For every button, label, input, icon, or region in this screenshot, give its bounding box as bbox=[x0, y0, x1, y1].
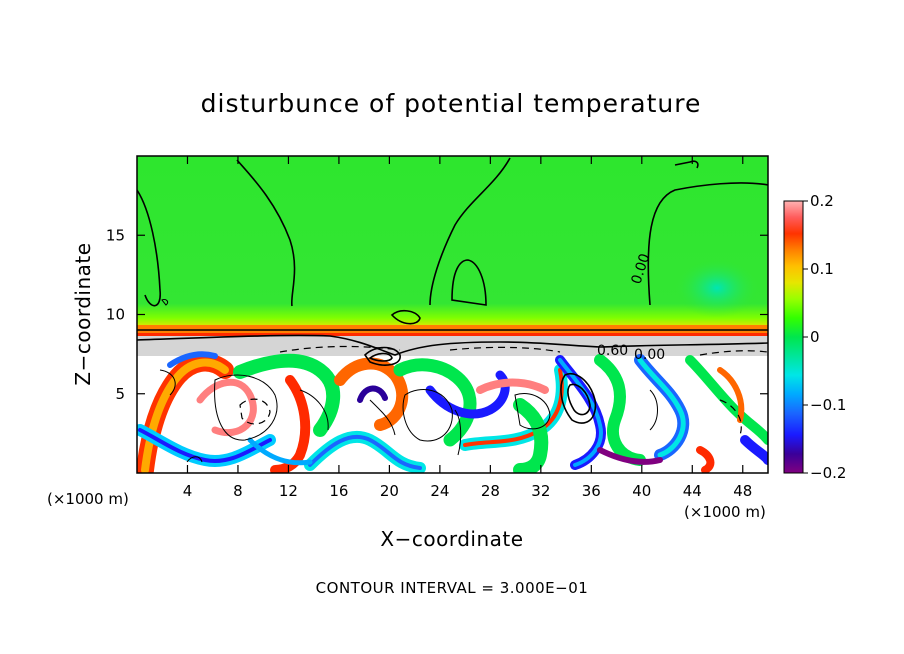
contour-lines bbox=[137, 157, 768, 463]
x-tick-label: 4 bbox=[183, 482, 193, 500]
x-tick-label: 16 bbox=[329, 482, 348, 500]
turbulent-eddies bbox=[137, 351, 768, 473]
colorbar-tick-label: 0.1 bbox=[810, 260, 834, 278]
x-axis-title: X−coordinate bbox=[380, 527, 523, 551]
cyan-anomaly bbox=[675, 258, 759, 318]
colorbar-tick-label: −0.2 bbox=[810, 464, 846, 482]
x-tick-label: 40 bbox=[632, 482, 651, 500]
x-tick-label: 48 bbox=[733, 482, 752, 500]
contour-label-right: 0.00 bbox=[634, 347, 665, 363]
colorbar-tick-label: −0.1 bbox=[810, 396, 846, 414]
y-tick-label: 10 bbox=[106, 306, 125, 324]
x-tick-label: 28 bbox=[481, 482, 500, 500]
colorbar-tick-label: 0.2 bbox=[810, 192, 834, 210]
x-unit-right: (×1000 m) bbox=[684, 503, 766, 521]
x-axis-ticks: 4 8 12 16 20 24 28 32 36 40 44 48 bbox=[183, 156, 752, 500]
x-tick-label: 8 bbox=[233, 482, 243, 500]
contour-interval-note: CONTOUR INTERVAL = 3.000E−01 bbox=[316, 579, 589, 597]
colorbar-tick-label: 0 bbox=[810, 328, 820, 346]
y-tick-label: 5 bbox=[115, 385, 125, 403]
chart-title: disturbunce of potential temperature bbox=[201, 89, 702, 118]
x-unit-left: (×1000 m) bbox=[47, 490, 129, 508]
x-tick-label: 36 bbox=[582, 482, 601, 500]
contour-label-mid: 0.60 bbox=[597, 343, 628, 359]
x-tick-label: 24 bbox=[430, 482, 449, 500]
upper-layer-field bbox=[137, 156, 768, 336]
x-tick-label: 12 bbox=[279, 482, 298, 500]
x-tick-label: 32 bbox=[531, 482, 550, 500]
y-axis-title: Z−coordinate bbox=[71, 242, 95, 385]
colorbar bbox=[783, 200, 804, 474]
x-tick-label: 20 bbox=[380, 482, 399, 500]
x-tick-label: 44 bbox=[683, 482, 702, 500]
y-axis-ticks: 5 10 15 bbox=[106, 226, 768, 403]
colorbar-ticks: 0.2 0.1 0 −0.1 −0.2 bbox=[803, 192, 846, 482]
y-tick-label: 15 bbox=[106, 226, 125, 244]
plot-area: 0.00 0.60 0.00 bbox=[137, 156, 768, 473]
